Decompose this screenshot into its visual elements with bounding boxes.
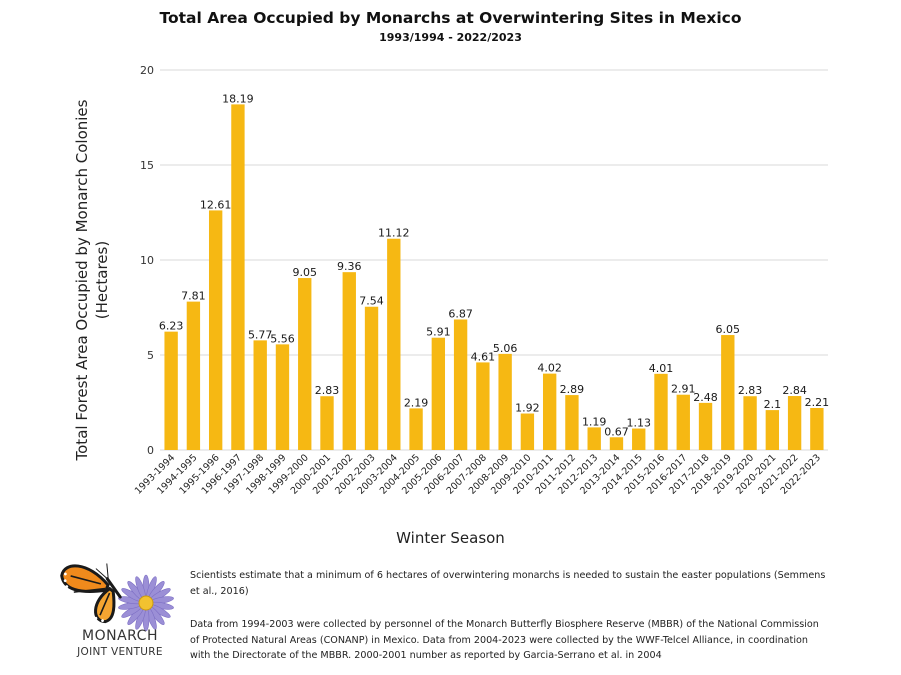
bar [253, 340, 267, 450]
data-label: 2.83 [315, 384, 340, 397]
data-label: 4.02 [537, 362, 562, 375]
data-label: 4.01 [649, 362, 674, 375]
bar [453, 319, 468, 450]
bar [409, 408, 423, 450]
bar [498, 353, 512, 450]
y-tick-label: 10 [140, 254, 154, 267]
bar [721, 335, 735, 450]
data-label: 7.54 [359, 295, 384, 308]
bar [654, 373, 668, 450]
bar [186, 301, 201, 450]
bar [698, 402, 713, 450]
data-label: 2.83 [738, 384, 763, 397]
bar [364, 306, 379, 450]
data-label: 9.36 [337, 260, 362, 273]
y-tick-label: 0 [147, 444, 154, 457]
bar [565, 395, 579, 450]
data-label: 2.19 [404, 396, 429, 409]
data-label: 7.81 [181, 290, 206, 303]
bar [609, 437, 624, 450]
data-label: 2.21 [805, 396, 830, 409]
data-label: 0.67 [604, 425, 629, 438]
bar [587, 427, 601, 450]
y-tick-label: 20 [140, 64, 154, 77]
logo-tagline: JOINT VENTURE [77, 646, 163, 658]
data-label: 5.77 [248, 328, 273, 341]
data-label: 5.56 [270, 332, 295, 345]
footnote-minimum-habitat: Scientists estimate that a minimum of 6 … [190, 570, 826, 597]
bar [676, 394, 690, 450]
y-tick-label: 15 [140, 159, 154, 172]
data-label: 18.19 [222, 92, 254, 105]
chart-title: Total Area Occupied by Monarchs at Overw… [159, 9, 742, 27]
data-label: 9.05 [292, 266, 317, 279]
data-label: 5.06 [493, 342, 518, 355]
data-label: 6.05 [716, 323, 741, 336]
data-label: 6.23 [159, 320, 184, 333]
data-label: 2.91 [671, 383, 696, 396]
bar [743, 396, 757, 450]
data-label: 4.61 [471, 350, 496, 363]
footnote-data-sources: Data from 1994-2003 were collected by pe… [190, 619, 819, 661]
data-label: 1.13 [626, 417, 651, 430]
bar [787, 396, 802, 450]
y-tick-label: 5 [147, 349, 154, 362]
bar [520, 413, 535, 450]
bar [275, 344, 290, 450]
bar [298, 278, 312, 450]
data-label: 2.84 [782, 384, 807, 397]
data-label: 5.91 [426, 326, 451, 339]
data-label: 6.87 [448, 307, 473, 320]
data-label: 1.92 [515, 402, 540, 415]
bar [231, 104, 245, 450]
bar [208, 210, 223, 450]
chart-subtitle: 1993/1994 - 2022/2023 [379, 31, 522, 44]
bar [387, 238, 401, 450]
bar [320, 396, 334, 450]
data-label: 11.12 [378, 227, 410, 240]
y-axis-label: Total Forest Area Occupied by Monarch Co… [73, 99, 111, 461]
data-label: 12.61 [200, 198, 232, 211]
bar [810, 408, 824, 450]
bar [632, 428, 646, 450]
monarch-butterfly-logo-icon [60, 563, 174, 632]
bar [542, 373, 557, 450]
logo-wordmark: MONARCH [82, 628, 158, 644]
bar [164, 331, 178, 450]
bar [476, 362, 490, 450]
bar [431, 337, 446, 450]
bar [765, 410, 780, 450]
bar [342, 272, 356, 450]
bar-chart: 051015206.231993-19947.811994-199512.611… [133, 64, 830, 497]
x-axis-label: Winter Season [396, 529, 505, 547]
data-label: 2.1 [764, 398, 782, 411]
data-label: 2.89 [560, 383, 585, 396]
data-label: 1.19 [582, 415, 607, 428]
data-label: 2.48 [693, 391, 718, 404]
